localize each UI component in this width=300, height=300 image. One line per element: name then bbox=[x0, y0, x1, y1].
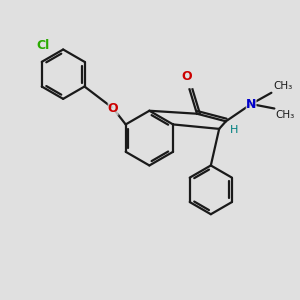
Text: H: H bbox=[230, 124, 238, 135]
Text: Cl: Cl bbox=[37, 39, 50, 52]
Text: N: N bbox=[246, 98, 256, 111]
Text: O: O bbox=[108, 103, 118, 116]
Text: O: O bbox=[181, 70, 192, 83]
Text: CH₃: CH₃ bbox=[276, 110, 295, 120]
Text: CH₃: CH₃ bbox=[273, 81, 292, 91]
